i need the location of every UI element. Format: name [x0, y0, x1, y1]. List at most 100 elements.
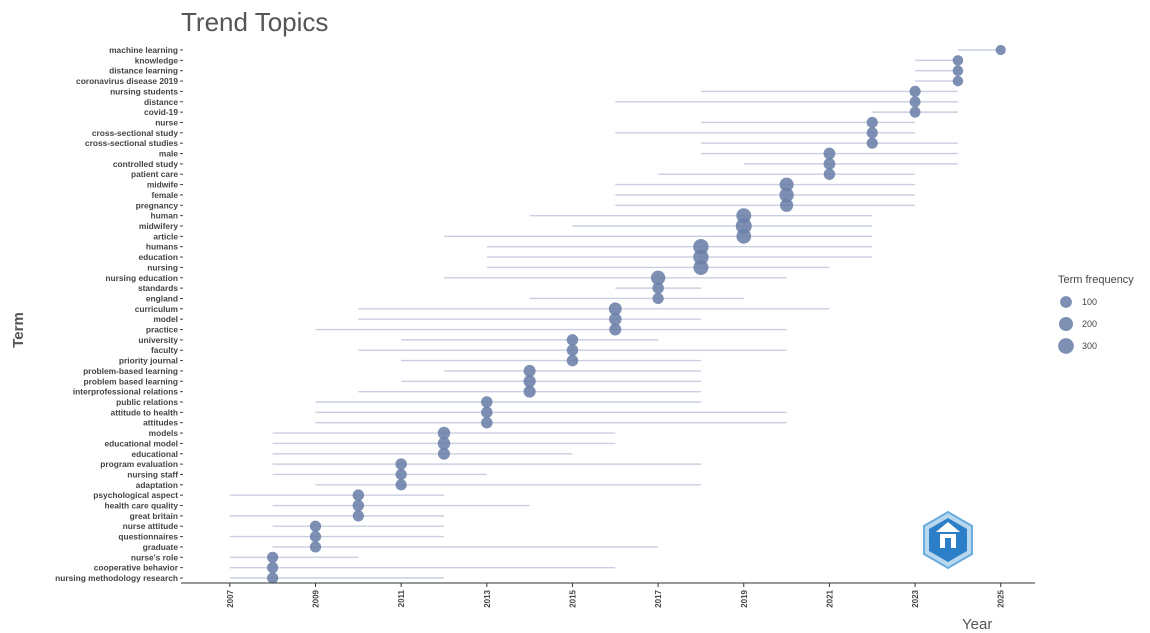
term-point	[735, 218, 752, 234]
y-tick-label: interprofessional relations	[73, 387, 179, 397]
term-point	[481, 396, 493, 408]
term-point	[650, 270, 666, 285]
term-point	[309, 541, 322, 553]
y-tick-label: nursing methodology research	[55, 573, 178, 583]
y-tick-label: attitude to health	[111, 407, 178, 417]
term-point	[652, 292, 664, 305]
legend-swatch	[1058, 338, 1074, 354]
y-tick-label: psychological aspect	[93, 490, 178, 500]
y-tick-label: female	[151, 190, 178, 200]
term-point	[267, 551, 279, 563]
x-axis-ticks: 2007 2009 2011 2013 2015 2017 2019 2021 2023 2025	[226, 583, 1006, 608]
y-tick-label: model	[153, 314, 178, 324]
y-tick-label: patient care	[131, 169, 178, 179]
term-point	[652, 282, 664, 294]
y-tick-label: educational	[131, 449, 178, 459]
y-tick-label: priority journal	[119, 356, 178, 366]
term-point	[779, 187, 794, 203]
x-axis-title: Year	[962, 616, 992, 633]
term-point	[437, 447, 450, 460]
term-point	[566, 344, 579, 356]
term-point	[566, 334, 579, 346]
y-tick-label: distance	[144, 97, 178, 107]
y-tick-label: pregnancy	[136, 200, 179, 210]
term-point	[481, 416, 493, 429]
term-point	[693, 259, 709, 275]
legend-label: 300	[1082, 341, 1097, 351]
x-tick-label: 2013	[483, 589, 492, 607]
y-tick-label: england	[146, 293, 178, 303]
y-tick-label: graduate	[143, 542, 179, 552]
term-point	[608, 302, 622, 316]
y-tick-label: nurse's role	[131, 552, 178, 562]
legend-swatch	[1060, 296, 1072, 308]
y-tick-label: health care quality	[104, 501, 178, 511]
legend-label: 200	[1082, 319, 1097, 329]
term-point	[866, 127, 878, 139]
term-point	[780, 198, 794, 212]
x-tick-label: 2025	[997, 589, 1006, 607]
x-tick-label: 2009	[311, 589, 320, 607]
y-tick-label: models	[149, 428, 179, 438]
bibliometrix-logo-icon	[923, 510, 973, 570]
term-point	[352, 489, 365, 501]
term-point	[395, 468, 407, 481]
chart-title: Trend Topics	[181, 7, 328, 37]
y-tick-label: education	[138, 252, 178, 262]
term-point	[823, 147, 836, 160]
y-axis-title: Term	[10, 312, 27, 348]
term-point	[736, 228, 752, 244]
x-tick-label: 2019	[740, 589, 749, 607]
term-point	[952, 65, 964, 76]
y-tick-label: standards	[138, 283, 178, 293]
y-tick-label: cross-sectional studies	[85, 138, 178, 148]
y-tick-label: distance learning	[109, 66, 178, 76]
term-point	[523, 364, 536, 377]
term-point	[267, 572, 279, 584]
y-tick-label: faculty	[151, 345, 178, 355]
y-tick-label: coronavirus disease 2019	[76, 76, 178, 86]
x-tick-label: 2011	[397, 589, 406, 607]
y-tick-label: great britain	[130, 511, 178, 521]
term-point	[609, 323, 622, 336]
term-point	[309, 530, 322, 543]
y-tick-label: educational model	[104, 438, 178, 448]
legend-title: Term frequency	[1058, 274, 1134, 286]
x-tick-label: 2007	[226, 589, 235, 607]
x-tick-label: 2023	[911, 589, 920, 607]
y-tick-label: nurse	[155, 117, 178, 127]
y-tick-label: questionnaires	[118, 532, 178, 542]
term-point	[566, 354, 579, 367]
term-point	[995, 44, 1006, 56]
y-tick-label: knowledge	[135, 55, 179, 65]
term-point	[823, 157, 836, 170]
term-point	[909, 96, 921, 108]
term-point	[909, 106, 921, 118]
term-point	[693, 249, 709, 265]
term-point	[352, 510, 364, 522]
y-tick-label: covid-19	[144, 107, 178, 117]
y-tick-label: attitudes	[143, 418, 178, 428]
y-tick-label: midwifery	[139, 221, 178, 231]
y-tick-label: university	[138, 335, 178, 345]
legend: Term frequency 100 200 300	[1058, 274, 1134, 354]
y-tick-label: controlled study	[113, 159, 178, 169]
term-point	[779, 177, 794, 192]
y-tick-label: midwife	[147, 180, 179, 190]
y-tick-label: problem based learning	[84, 376, 178, 386]
x-tick-label: 2021	[825, 589, 834, 607]
term-point	[523, 385, 536, 398]
y-tick-label: nursing staff	[127, 469, 178, 479]
term-point	[395, 458, 407, 470]
y-tick-label: cross-sectional study	[92, 128, 178, 138]
y-tick-label: problem-based learning	[83, 366, 178, 376]
y-tick-label: nursing education	[105, 273, 178, 283]
y-tick-label: practice	[146, 325, 178, 335]
y-tick-label: nursing students	[110, 86, 178, 96]
term-point	[352, 499, 365, 512]
x-tick-label: 2015	[568, 589, 577, 607]
term-point	[823, 168, 836, 180]
y-tick-label: curriculum	[135, 304, 178, 314]
y-tick-label: public relations	[116, 397, 178, 407]
